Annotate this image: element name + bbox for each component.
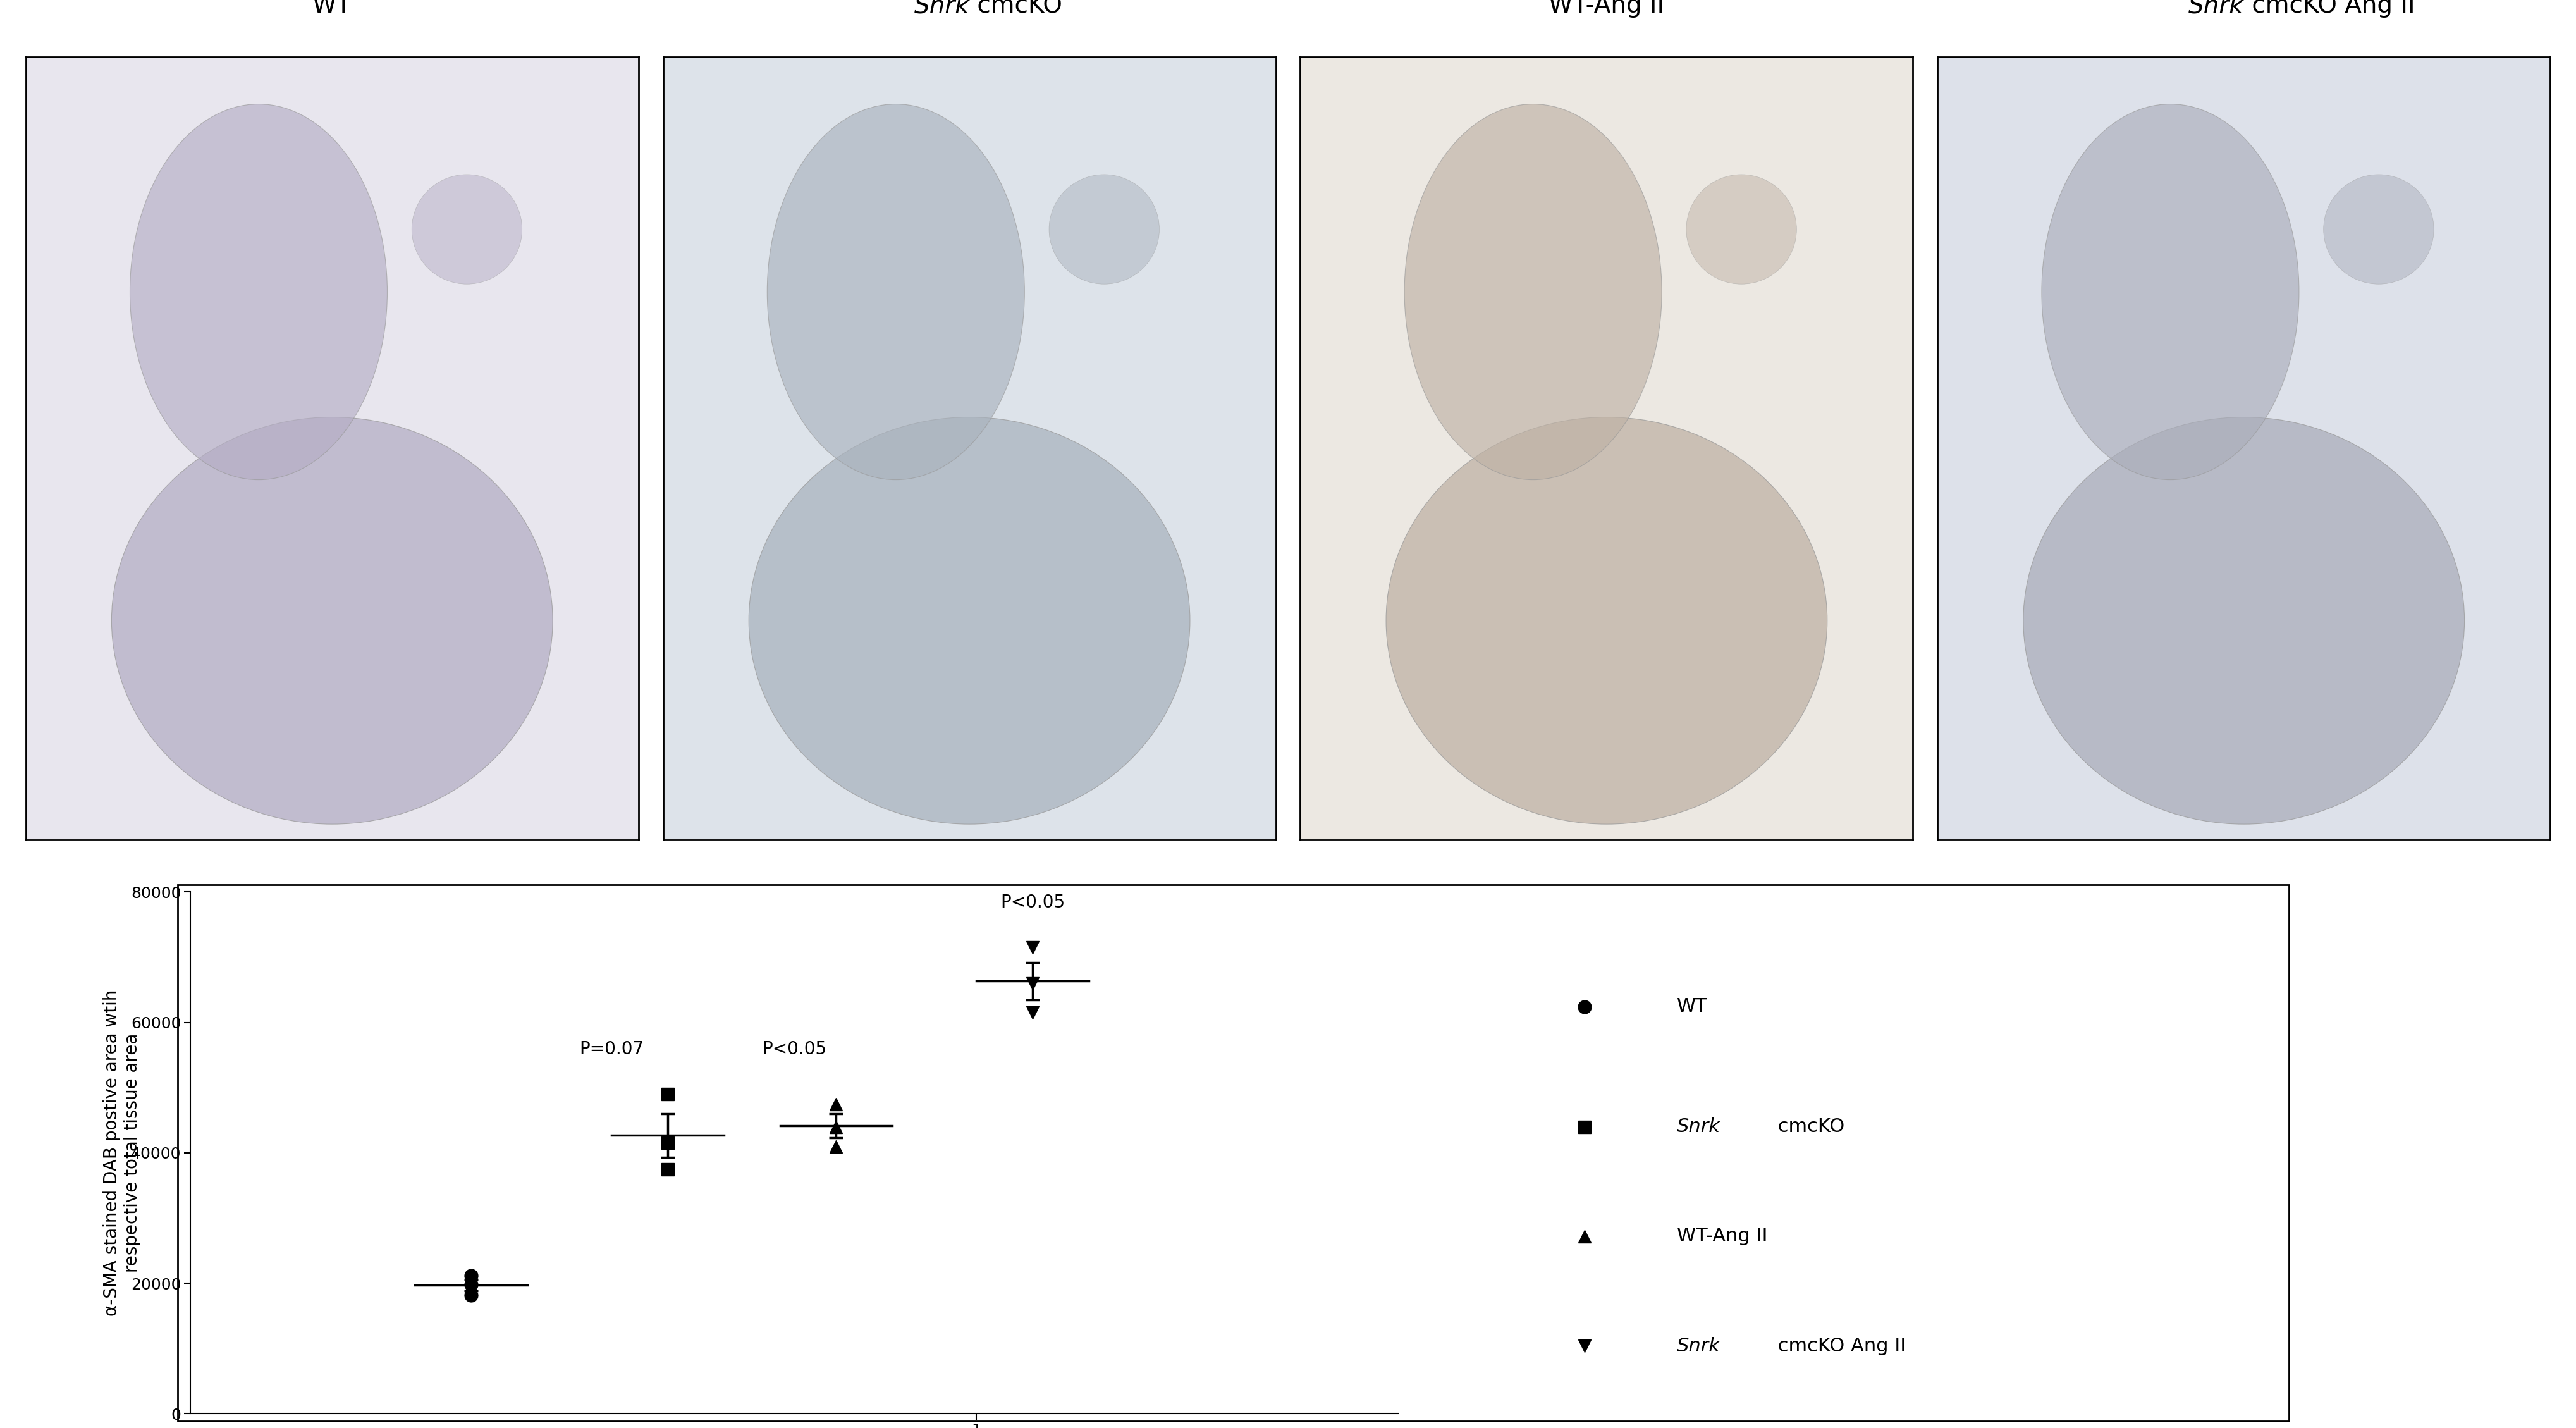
- Text: WT: WT: [1677, 998, 1708, 1015]
- Ellipse shape: [412, 174, 523, 284]
- Ellipse shape: [2043, 104, 2298, 480]
- Ellipse shape: [1687, 174, 1795, 284]
- Ellipse shape: [1386, 417, 1826, 824]
- Text: cmcKO: cmcKO: [969, 0, 1061, 19]
- Text: Snrk: Snrk: [1677, 1337, 1721, 1355]
- Ellipse shape: [129, 104, 386, 480]
- Text: P=0.07: P=0.07: [580, 1041, 644, 1058]
- Text: P<0.05: P<0.05: [999, 894, 1064, 911]
- Ellipse shape: [111, 417, 554, 824]
- Text: WT: WT: [312, 0, 353, 19]
- Text: Snrk: Snrk: [914, 0, 969, 19]
- Text: cmcKO: cmcKO: [1772, 1118, 1844, 1135]
- Ellipse shape: [1048, 174, 1159, 284]
- Text: Snrk: Snrk: [1677, 1118, 1721, 1135]
- Ellipse shape: [768, 104, 1025, 480]
- Ellipse shape: [750, 417, 1190, 824]
- Text: cmcKO Ang II: cmcKO Ang II: [2244, 0, 2414, 19]
- Text: WT-Ang II: WT-Ang II: [1548, 0, 1664, 19]
- Text: WT-Ang II: WT-Ang II: [1677, 1227, 1767, 1245]
- Text: cmcKO Ang II: cmcKO Ang II: [1772, 1337, 1906, 1355]
- Text: P<0.05: P<0.05: [762, 1041, 827, 1058]
- Text: Snrk: Snrk: [2190, 0, 2244, 19]
- Ellipse shape: [1404, 104, 1662, 480]
- Y-axis label: α-SMA stained DAB postive area wtih
respective total tissue area: α-SMA stained DAB postive area wtih resp…: [103, 990, 142, 1317]
- Ellipse shape: [2022, 417, 2465, 824]
- Ellipse shape: [2324, 174, 2434, 284]
